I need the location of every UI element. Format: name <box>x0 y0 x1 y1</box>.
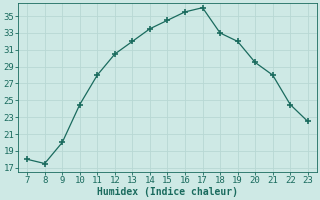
X-axis label: Humidex (Indice chaleur): Humidex (Indice chaleur) <box>97 186 238 197</box>
